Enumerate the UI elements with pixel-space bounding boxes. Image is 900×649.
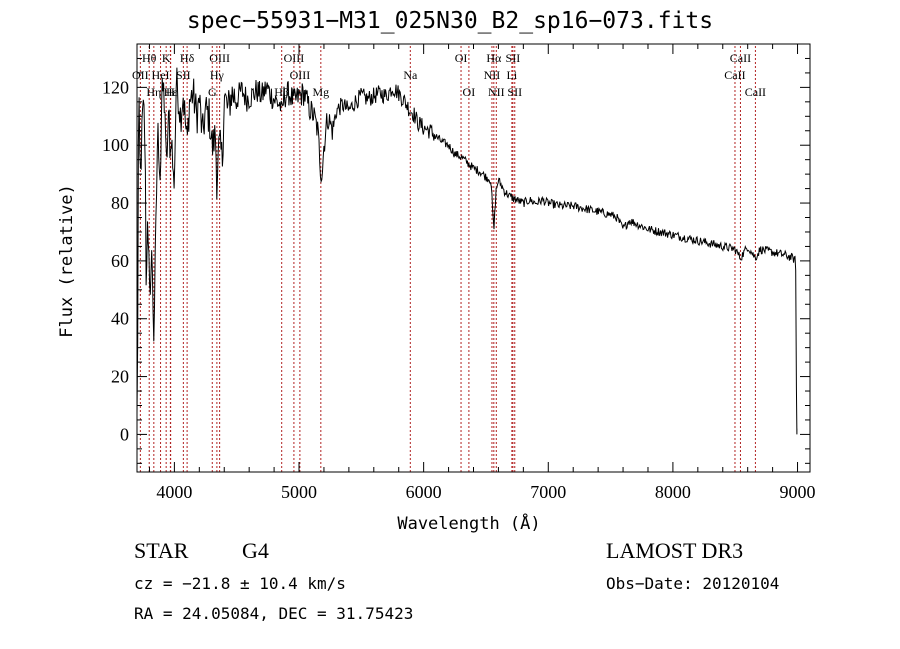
spectral-line-label: Na	[403, 68, 418, 82]
x-tick-label: 7000	[530, 482, 566, 502]
x-tick-label: 4000	[156, 482, 192, 502]
spectrum-line	[136, 67, 798, 435]
x-tick-label: 8000	[655, 482, 691, 502]
spectral-line-label: OIII	[209, 51, 230, 65]
spectral-line-label: Hη	[146, 85, 161, 99]
spectral-line-label: SII	[507, 85, 522, 99]
x-axis-label: Wavelength (Å)	[397, 512, 540, 534]
x-tick-label: 5000	[281, 482, 317, 502]
spectral-line-label: CaII	[745, 85, 766, 99]
x-tick-label: 6000	[406, 482, 442, 502]
y-tick-label: 80	[111, 193, 129, 213]
object-class: STAR	[134, 538, 189, 563]
spectral-line-label: Hδ	[180, 51, 195, 65]
redshift-info: cz = −21.8 ± 10.4 km/s	[134, 574, 346, 593]
spectral-line-label: H	[166, 85, 175, 99]
spectral-line-label: Li	[507, 68, 518, 82]
spectral-line-label: Hε	[164, 85, 178, 99]
spectral-line-label: Mg	[312, 85, 329, 99]
y-tick-label: 20	[111, 367, 129, 387]
coordinates: RA = 24.05084, DEC = 31.75423	[134, 604, 414, 623]
spectral-line-label: OI	[455, 51, 468, 65]
y-tick-label: 40	[111, 309, 129, 329]
x-tick-label: 9000	[780, 482, 816, 502]
y-tick-label: 60	[111, 251, 129, 271]
spectral-line-label: SII	[506, 51, 521, 65]
spectral-line-label: CaII	[730, 51, 751, 65]
spectral-line-label: Hθ	[142, 51, 157, 65]
spectral-line-label: NII	[484, 68, 501, 82]
spectral-line-label: OI	[463, 85, 476, 99]
survey-name: LAMOST DR3	[606, 538, 744, 563]
chart-title: spec−55931−M31_025N30_B2_sp16−073.fits	[186, 8, 714, 34]
spectral-line-label: Hβ	[274, 85, 289, 99]
spectral-line-label: HeI	[152, 68, 170, 82]
spectral-line-label: CaII	[724, 68, 745, 82]
y-axis-label: Flux (relative)	[57, 184, 77, 338]
axis-ticks: 4000 5000 6000 7000 8000 9000 0 20 40 60 80 100 120	[102, 44, 816, 502]
subclass: G4	[242, 538, 269, 563]
spectral-line-label: OIII	[284, 51, 305, 65]
plot-frame	[136, 43, 811, 473]
spectral-line-label: K	[162, 51, 171, 65]
spectral-line-label: Hγ	[210, 68, 225, 82]
spectral-line-markers	[139, 46, 756, 472]
spectral-line-label: G	[208, 85, 217, 99]
obs-date: Obs−Date: 20120104	[606, 574, 780, 593]
spectral-line-label: Hα	[486, 51, 502, 65]
y-tick-label: 100	[102, 135, 129, 155]
spectral-line-label: NII	[488, 85, 505, 99]
spectral-line-label: OIII	[290, 68, 311, 82]
spectral-line-label: OII	[132, 68, 149, 82]
y-tick-label: 120	[102, 77, 129, 97]
spectral-line-label: SII	[176, 68, 191, 82]
y-tick-label: 0	[120, 424, 129, 444]
